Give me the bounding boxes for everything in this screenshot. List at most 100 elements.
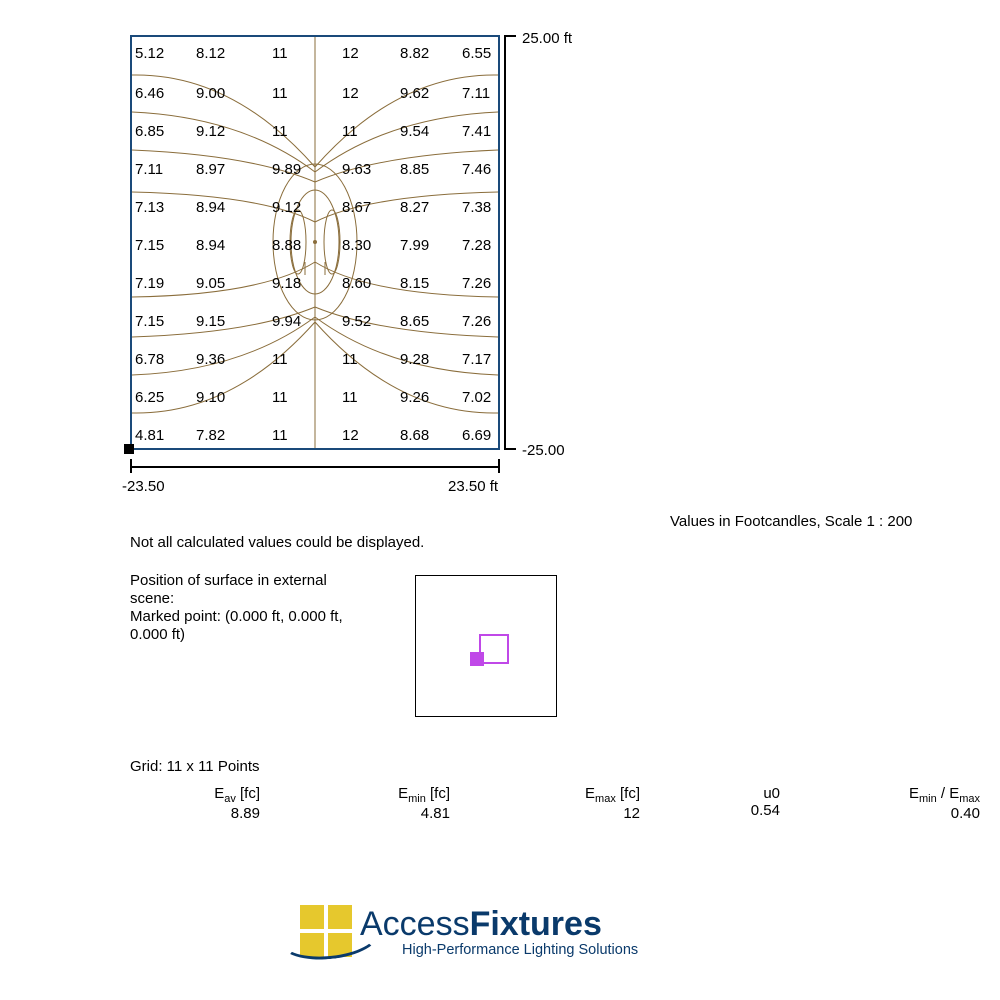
illuminance-values-grid: 5.128.1211128.826.556.469.0011129.627.11… [132,37,498,448]
illuminance-value: 7.41 [462,123,491,140]
illuminance-value: 12 [342,45,359,62]
illuminance-value: 9.28 [400,351,429,368]
illuminance-value: 6.78 [135,351,164,368]
illuminance-value: 8.30 [342,237,371,254]
illuminance-value: 8.67 [342,199,371,216]
access-fixtures-logo: AccessFixtures High-Performance Lighting… [300,905,638,959]
illuminance-value: 9.62 [400,85,429,102]
x-left-label: -23.50 [122,478,165,495]
illuminance-value: 7.26 [462,275,491,292]
illuminance-value: 7.02 [462,389,491,406]
illuminance-value: 11 [342,123,358,140]
illuminance-value: 8.60 [342,275,371,292]
illuminance-value: 8.85 [400,161,429,178]
x-tick-right [498,459,500,473]
logo-tagline: High-Performance Lighting Solutions [402,943,638,958]
u0-label: u0 [640,785,780,802]
illuminance-value: 11 [272,123,288,140]
illuminance-value: 8.94 [196,199,225,216]
scale-note: Values in Footcandles, Scale 1 : 200 [670,513,912,530]
illuminance-value: 7.46 [462,161,491,178]
illuminance-value: 7.13 [135,199,164,216]
illuminance-value: 6.55 [462,45,491,62]
ratio-value: 0.40 [780,805,980,822]
emax-value: 12 [450,805,640,822]
illuminance-value: 8.65 [400,313,429,330]
ratio-label: Emin / Emax [780,785,980,805]
illuminance-value: 11 [272,85,288,102]
logo-brand-name: AccessFixtures [360,907,638,941]
x-tick-left [130,459,132,473]
illuminance-value: 6.25 [135,389,164,406]
illuminance-value: 9.54 [400,123,429,140]
illuminance-chart: 5.128.1211128.826.556.469.0011129.627.11… [130,35,500,450]
illuminance-value: 12 [342,427,359,444]
x-right-label: 23.50 ft [448,478,498,495]
logo-swoosh-icon [279,922,382,964]
eav-value: 8.89 [130,805,260,822]
y-bottom-label: -25.00 [522,442,565,459]
illuminance-value: 9.15 [196,313,225,330]
emax-label: Emax [fc] [450,785,640,805]
emin-label: Emin [fc] [260,785,450,805]
illuminance-value: 7.15 [135,237,164,254]
illuminance-value: 8.15 [400,275,429,292]
surface-marker-fill [470,652,484,666]
illuminance-value: 9.94 [272,313,301,330]
illuminance-value: 7.26 [462,313,491,330]
illuminance-value: 9.18 [272,275,301,292]
illuminance-value: 7.19 [135,275,164,292]
logo-squares-icon [300,905,354,959]
illuminance-value: 7.17 [462,351,491,368]
illuminance-value: 8.27 [400,199,429,216]
illuminance-value: 11 [272,351,288,368]
illuminance-value: 8.97 [196,161,225,178]
illuminance-value: 11 [272,45,288,62]
illuminance-value: 7.99 [400,237,429,254]
marked-point-1: Marked point: (0.000 ft, 0.000 ft, [130,608,343,625]
illuminance-value: 8.88 [272,237,301,254]
illuminance-value: 9.12 [196,123,225,140]
not-all-note: Not all calculated values could be displ… [130,534,424,551]
emin-value: 4.81 [260,805,450,822]
illuminance-value: 11 [342,389,358,406]
illuminance-value: 9.05 [196,275,225,292]
illuminance-value: 6.46 [135,85,164,102]
illuminance-value: 12 [342,85,359,102]
illuminance-value: 7.11 [135,161,163,178]
illuminance-value: 11 [272,389,288,406]
scene-reference-box [415,575,557,717]
position-note-1: Position of surface in external [130,572,327,589]
illuminance-value: 9.26 [400,389,429,406]
y-axis-line [504,35,506,450]
illuminance-value: 7.11 [462,85,490,102]
illuminance-value: 7.28 [462,237,491,254]
illuminance-value: 11 [272,427,288,444]
illuminance-value: 5.12 [135,45,164,62]
illuminance-value: 6.85 [135,123,164,140]
illuminance-value: 7.38 [462,199,491,216]
illuminance-value: 7.15 [135,313,164,330]
y-top-label: 25.00 ft [522,30,572,47]
illuminance-value: 8.12 [196,45,225,62]
u0-value: 0.54 [640,802,780,819]
illuminance-value: 11 [342,351,358,368]
illuminance-value: 8.94 [196,237,225,254]
position-note-2: scene: [130,590,174,607]
eav-label: Eav [fc] [130,785,260,805]
origin-marker [124,444,134,454]
illuminance-value: 6.69 [462,427,491,444]
illuminance-value: 4.81 [135,427,164,444]
illuminance-value: 9.12 [272,199,301,216]
illuminance-value: 9.36 [196,351,225,368]
illuminance-value: 7.82 [196,427,225,444]
illuminance-value: 9.63 [342,161,371,178]
illuminance-value: 9.00 [196,85,225,102]
grid-note: Grid: 11 x 11 Points [130,758,260,775]
illuminance-value: 9.10 [196,389,225,406]
statistics-row: Eav [fc] 8.89 Emin [fc] 4.81 Emax [fc] 1… [130,785,990,822]
marked-point-2: 0.000 ft) [130,626,185,643]
illuminance-value: 8.68 [400,427,429,444]
x-axis-line [130,466,500,468]
illuminance-value: 9.89 [272,161,301,178]
